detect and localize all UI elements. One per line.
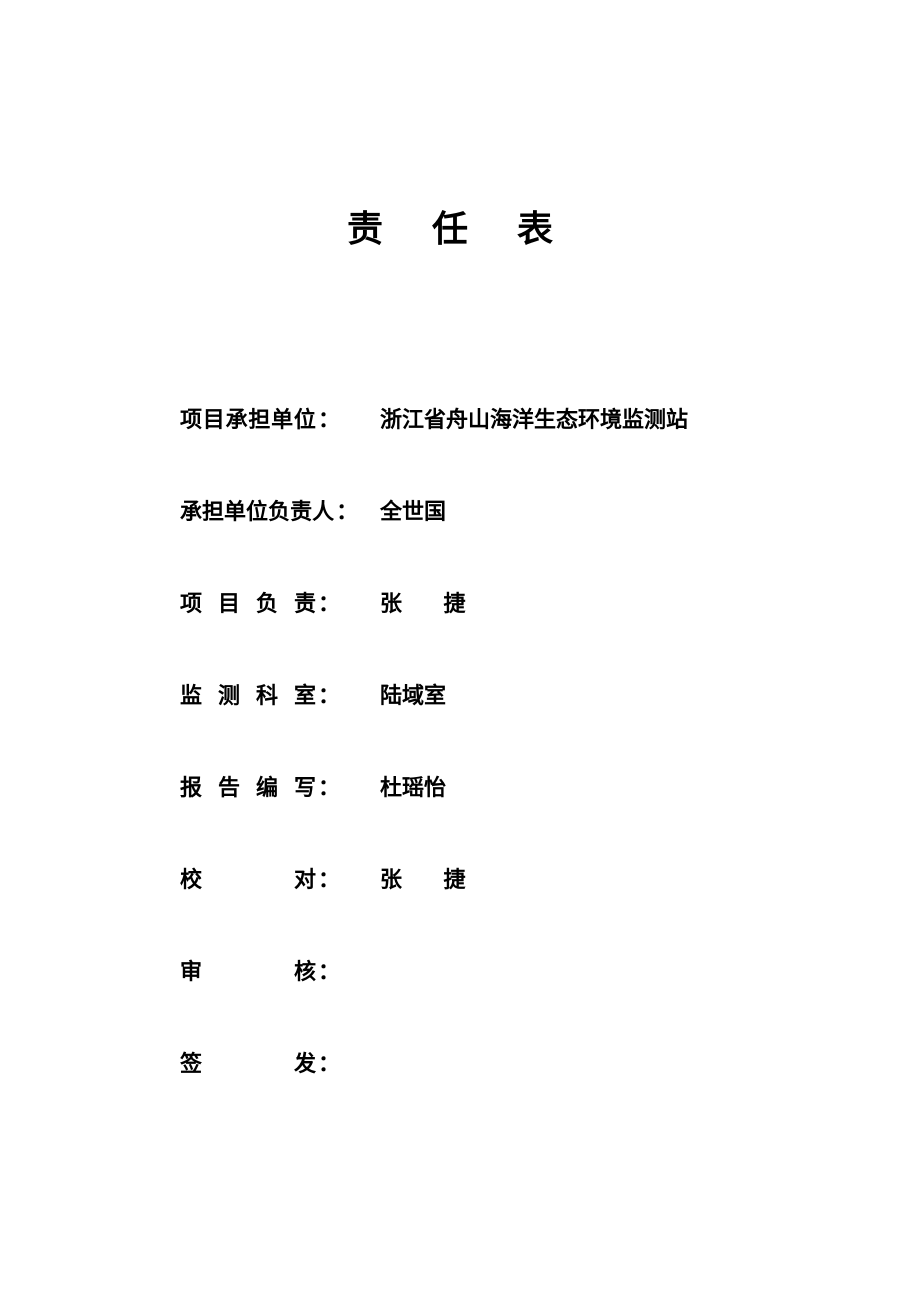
label-project-leader: 项 目 负 责 ： bbox=[180, 586, 380, 618]
colon: ： bbox=[318, 770, 340, 802]
label-reviewer: 审 核 ： bbox=[180, 954, 380, 986]
label-text: 校 对 bbox=[180, 862, 316, 894]
label-monitoring-dept: 监 测 科 室 ： bbox=[180, 678, 380, 710]
field-issuer: 签 发 ： bbox=[180, 1046, 920, 1078]
field-report-author: 报 告 编 写 ： 杜瑶怡 bbox=[180, 770, 920, 802]
label-report-author: 报 告 编 写 ： bbox=[180, 770, 380, 802]
label-text: 监 测 科 室 bbox=[180, 678, 316, 710]
field-monitoring-dept: 监 测 科 室 ： 陆域室 bbox=[180, 678, 920, 710]
label-text: 项 目 负 责 bbox=[180, 586, 316, 618]
label-project-unit: 项 目 承 担 单 位 ： bbox=[180, 402, 380, 434]
value-project-unit: 浙江省舟山海洋生态环境监测站 bbox=[380, 402, 688, 434]
value-project-leader: 张 捷 bbox=[380, 586, 484, 618]
label-proofreader: 校 对 ： bbox=[180, 862, 380, 894]
colon: ： bbox=[318, 954, 340, 986]
label-text: 签 发 bbox=[180, 1046, 316, 1078]
label-issuer: 签 发 ： bbox=[180, 1046, 380, 1078]
value-unit-leader: 全世国 bbox=[380, 494, 446, 526]
value-report-author: 杜瑶怡 bbox=[380, 770, 446, 802]
value-monitoring-dept: 陆域室 bbox=[380, 678, 446, 710]
label-text: 报 告 编 写 bbox=[180, 770, 316, 802]
colon: ： bbox=[318, 402, 340, 434]
value-proofreader: 张 捷 bbox=[380, 862, 484, 894]
colon: ： bbox=[318, 586, 340, 618]
page-title: 责 任 表 bbox=[0, 200, 920, 252]
label-text: 承 担 单 位 负 责 人 bbox=[180, 494, 334, 526]
field-proofreader: 校 对 ： 张 捷 bbox=[180, 862, 920, 894]
colon: ： bbox=[318, 1046, 340, 1078]
label-unit-leader: 承 担 单 位 负 责 人 ： bbox=[180, 494, 380, 526]
colon: ： bbox=[336, 494, 358, 526]
document-page: 责 任 表 项 目 承 担 单 位 ： 浙江省舟山海洋生态环境监测站 承 bbox=[0, 0, 920, 1302]
field-project-unit: 项 目 承 担 单 位 ： 浙江省舟山海洋生态环境监测站 bbox=[180, 402, 920, 434]
label-text: 审 核 bbox=[180, 954, 316, 986]
fields-container: 项 目 承 担 单 位 ： 浙江省舟山海洋生态环境监测站 承 担 单 位 负 bbox=[180, 402, 920, 1078]
label-text: 项 目 承 担 单 位 bbox=[180, 402, 316, 434]
field-unit-leader: 承 担 单 位 负 责 人 ： 全世国 bbox=[180, 494, 920, 526]
colon: ： bbox=[318, 862, 340, 894]
colon: ： bbox=[318, 678, 340, 710]
field-project-leader: 项 目 负 责 ： 张 捷 bbox=[180, 586, 920, 618]
field-reviewer: 审 核 ： bbox=[180, 954, 920, 986]
